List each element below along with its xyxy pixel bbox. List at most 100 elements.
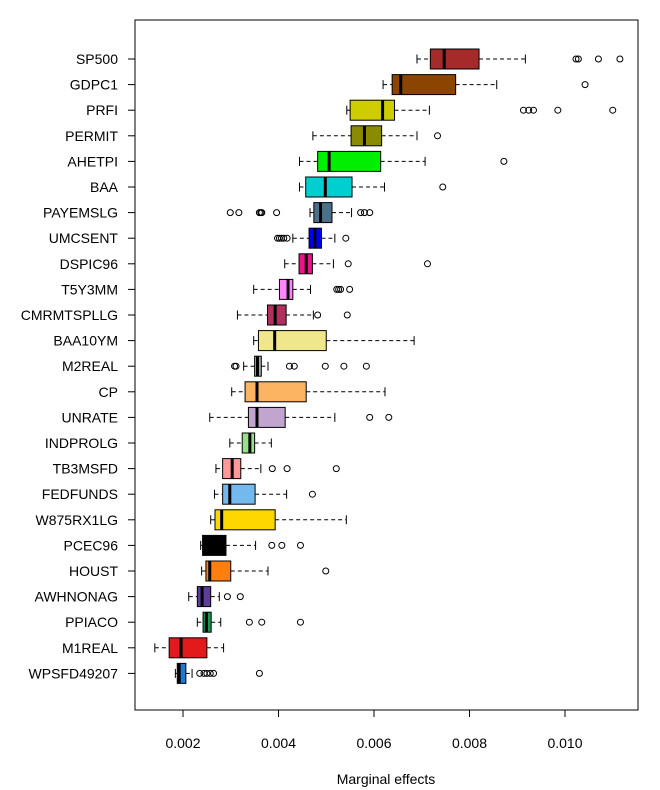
category-label: PCEC96 [64,537,119,553]
box-permit: PERMIT [65,125,442,147]
iqr-box [205,560,232,582]
outlier-point [500,157,508,165]
box-pcec96: PCEC96 [64,534,304,556]
category-label: BAA10YM [53,333,118,349]
outlier-point [581,81,589,89]
category-label: UNRATE [61,409,118,425]
iqr-box [196,586,212,608]
iqr-box [429,48,480,70]
box-unrate: UNRATE [61,406,393,428]
category-label: M1REAL [62,640,118,656]
outlier-point [314,311,322,319]
iqr-box [391,74,457,96]
outlier-point [366,413,374,421]
box-m2real: M2REAL [62,355,370,377]
x-tick-label: 0.008 [452,735,487,751]
outlier-point [340,362,348,370]
outlier-point [616,55,624,63]
box-dspic96: DSPIC96 [60,253,431,275]
outlier-point [283,234,291,242]
outlier-point [529,106,537,114]
outlier-point [333,285,341,293]
box-m1real: M1REAL [62,637,225,659]
outlier-point [258,618,266,626]
category-label: HOUST [69,563,118,579]
outlier-point [434,132,442,140]
box-ppiaco: PPIACO [65,611,304,633]
outlier-point [343,311,351,319]
outlier-point [290,362,298,370]
plot-frame [134,19,639,711]
x-axis: 0.002 0.004 0.006 0.008 0.010 [165,710,583,751]
outlier-point [385,413,393,421]
outlier-point [236,593,244,601]
box-baa: BAA [90,176,447,198]
outlier-point [296,618,304,626]
outlier-point [337,285,345,293]
category-label: CMRMTSPLLG [21,307,118,323]
outlier-point [210,669,218,677]
iqr-box [305,176,353,198]
iqr-box [267,304,287,326]
iqr-box [168,637,208,659]
category-label: PPIACO [65,614,118,630]
outlier-point [232,362,240,370]
category-label: TB3MSFD [53,461,118,477]
outlier-point [296,541,304,549]
box-indprolg: INDPROLG [45,432,272,454]
box-w875rx1lg: W875RX1LG [36,509,347,531]
iqr-box [317,150,382,172]
outlier-point [255,669,263,677]
outlier-point [594,55,602,63]
outlier-point [280,234,288,242]
category-label: T5Y3MM [61,281,118,297]
category-label: PERMIT [65,128,118,144]
outlier-point [206,669,214,677]
box-cp: CP [99,381,386,403]
x-tick-label: 0.002 [165,735,200,751]
outlier-point [278,541,286,549]
iqr-box [350,125,383,147]
outlier-point [519,106,527,114]
outlier-point [322,567,330,575]
outlier-point [196,669,204,677]
outlier-point [574,55,582,63]
category-label: BAA [90,179,119,195]
outlier-point [245,618,253,626]
category-label: AHETPI [67,153,118,169]
outlier-point [525,106,533,114]
outlier-point [609,106,617,114]
box-ahetpi: AHETPI [67,150,508,172]
iqr-box [202,534,227,556]
iqr-box [313,202,333,224]
category-label: SP500 [76,51,118,67]
box-fedfunds: FEDFUNDS [42,483,316,505]
category-label: M2REAL [62,358,118,374]
iqr-box [214,509,276,531]
iqr-box [349,99,396,121]
outlier-point [308,490,316,498]
box-baa10ym: BAA10YM [53,330,415,352]
x-tick-label: 0.004 [261,735,296,751]
outlier-point [268,465,276,473]
box-prfi: PRFI [86,99,617,121]
outlier-point [223,593,231,601]
iqr-box [247,406,286,428]
x-axis-title: Marginal effects [337,771,436,787]
x-tick-label: 0.010 [547,735,582,751]
category-label: AWHNONAG [35,589,118,605]
category-label: W875RX1LG [36,512,118,528]
box-cmrmtspllg: CMRMTSPLLG [21,304,351,326]
outlier-point [439,183,447,191]
outlier-point [273,209,281,217]
outlier-point [554,106,562,114]
outlier-point [332,465,340,473]
outlier-point [344,260,352,268]
iqr-box [244,381,307,403]
outlier-point [275,234,283,242]
outlier-point [346,285,354,293]
iqr-box [257,330,327,352]
outlier-point [362,362,370,370]
outlier-point [226,209,234,217]
